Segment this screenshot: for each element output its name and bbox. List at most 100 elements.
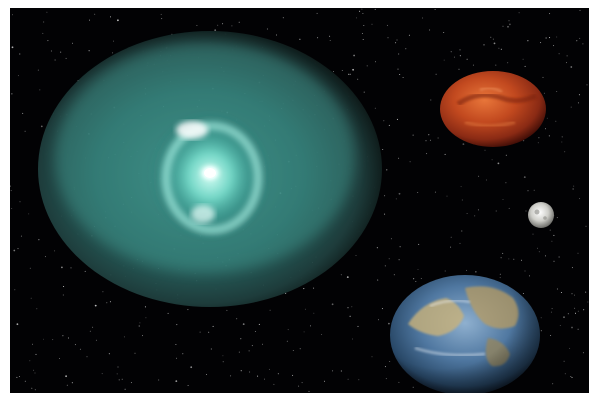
star bbox=[459, 55, 461, 57]
star bbox=[555, 120, 557, 122]
star bbox=[450, 246, 452, 248]
star bbox=[537, 142, 539, 144]
star bbox=[559, 325, 561, 326]
star bbox=[507, 25, 509, 28]
star bbox=[418, 243, 420, 245]
star bbox=[491, 159, 493, 161]
star bbox=[317, 37, 319, 39]
star bbox=[502, 252, 504, 254]
star bbox=[459, 49, 461, 51]
star bbox=[277, 373, 279, 375]
star bbox=[286, 340, 288, 342]
star bbox=[42, 32, 44, 34]
star bbox=[24, 130, 26, 132]
star bbox=[161, 18, 163, 20]
star bbox=[542, 76, 544, 78]
star bbox=[477, 209, 479, 211]
star bbox=[434, 191, 436, 193]
star bbox=[459, 242, 461, 244]
star bbox=[34, 372, 36, 374]
star bbox=[538, 251, 540, 253]
star bbox=[308, 390, 310, 392]
star bbox=[402, 77, 404, 78]
star bbox=[567, 313, 569, 315]
star bbox=[101, 373, 103, 375]
star bbox=[13, 249, 16, 252]
star bbox=[577, 102, 579, 104]
star bbox=[577, 328, 579, 330]
star bbox=[84, 270, 86, 272]
star bbox=[540, 330, 542, 332]
star bbox=[285, 292, 287, 294]
star bbox=[113, 40, 114, 42]
star bbox=[579, 37, 581, 39]
star bbox=[579, 9, 581, 11]
star bbox=[484, 149, 486, 151]
star bbox=[513, 258, 515, 260]
star bbox=[361, 8, 363, 10]
star bbox=[390, 238, 392, 240]
star bbox=[577, 252, 579, 254]
star bbox=[558, 256, 560, 258]
star bbox=[62, 294, 64, 296]
star bbox=[417, 192, 419, 193]
star bbox=[304, 308, 306, 310]
star bbox=[374, 107, 376, 109]
star bbox=[371, 356, 373, 358]
star bbox=[561, 136, 563, 138]
star bbox=[453, 56, 455, 58]
star bbox=[384, 366, 386, 368]
star bbox=[95, 339, 97, 341]
star bbox=[444, 270, 446, 272]
star bbox=[521, 259, 522, 261]
star bbox=[298, 385, 300, 387]
star bbox=[142, 335, 143, 337]
star bbox=[24, 380, 26, 382]
star bbox=[388, 258, 390, 260]
earth-planet bbox=[390, 275, 540, 393]
star bbox=[550, 311, 552, 313]
star bbox=[32, 343, 33, 345]
star bbox=[384, 195, 386, 197]
star bbox=[331, 303, 334, 306]
star bbox=[446, 195, 448, 197]
star bbox=[532, 233, 534, 235]
star bbox=[529, 275, 530, 277]
star bbox=[313, 287, 315, 289]
star bbox=[30, 297, 32, 299]
star bbox=[222, 23, 224, 25]
star bbox=[540, 317, 542, 319]
star bbox=[347, 378, 349, 380]
star bbox=[387, 37, 389, 39]
star bbox=[571, 267, 573, 269]
star bbox=[324, 380, 325, 382]
star bbox=[65, 375, 67, 378]
star bbox=[123, 336, 125, 338]
star bbox=[17, 75, 19, 77]
star bbox=[388, 322, 390, 325]
star bbox=[572, 188, 574, 190]
star bbox=[74, 344, 76, 346]
star bbox=[262, 343, 263, 345]
star bbox=[47, 40, 49, 42]
star bbox=[388, 124, 390, 126]
star bbox=[36, 308, 38, 310]
star bbox=[254, 331, 256, 332]
star bbox=[553, 234, 555, 236]
star bbox=[527, 40, 529, 42]
star bbox=[353, 54, 355, 57]
star bbox=[371, 23, 373, 25]
star bbox=[556, 36, 558, 38]
star bbox=[461, 199, 463, 201]
star bbox=[102, 291, 104, 293]
star bbox=[558, 53, 560, 55]
star bbox=[386, 169, 388, 171]
star bbox=[33, 369, 35, 371]
star bbox=[507, 62, 509, 64]
star bbox=[208, 331, 210, 333]
star bbox=[18, 376, 20, 377]
star bbox=[313, 312, 315, 314]
star bbox=[395, 198, 397, 200]
star bbox=[564, 151, 566, 153]
star bbox=[575, 312, 576, 314]
